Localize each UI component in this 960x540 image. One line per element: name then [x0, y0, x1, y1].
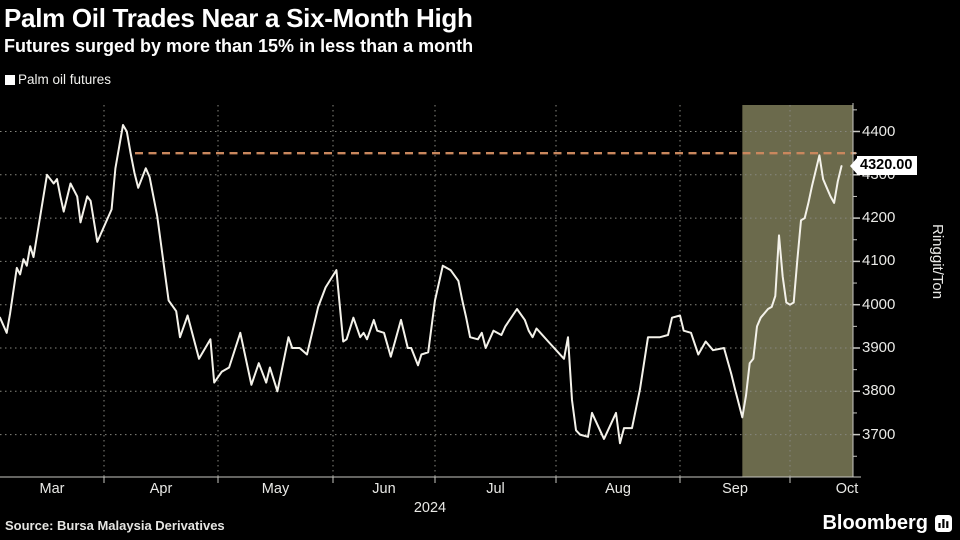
x-axis-tick-label: Oct: [835, 481, 859, 497]
y-axis-tick-label: 4400: [862, 122, 896, 140]
x-axis-tick-label: Sep: [722, 481, 748, 497]
bloomberg-logo: Bloomberg: [822, 512, 952, 535]
y-axis-tick-label: 4100: [862, 252, 896, 270]
y-axis-tick-label: 3800: [862, 382, 896, 400]
bloomberg-mark-icon: [935, 515, 952, 532]
x-axis-tick-label: May: [261, 481, 290, 497]
bloomberg-wordmark: Bloomberg: [822, 512, 928, 534]
y-axis-tick-label: 4000: [862, 295, 896, 313]
x-axis-tick-label: Apr: [149, 481, 173, 497]
page-subtitle: Futures surged by more than 15% in less …: [4, 36, 474, 56]
x-axis-year-label: 2024: [413, 500, 447, 516]
legend-square-icon: [5, 74, 15, 85]
legend: Palm oil futures: [5, 72, 111, 87]
x-axis-tick-label: Jun: [372, 481, 396, 497]
y-axis-tick-label: 3700: [862, 425, 896, 443]
x-axis-tick-label: Aug: [605, 481, 631, 497]
page-title: Palm Oil Trades Near a Six-Month High: [4, 3, 473, 33]
y-axis-title: Ringgit/Ton: [929, 224, 946, 300]
x-axis-tick-label: Mar: [39, 481, 65, 497]
last-price-label: 4320.00: [849, 156, 918, 176]
source-attribution: Source: Bursa Malaysia Derivatives: [5, 518, 225, 533]
y-axis-tick-label: 4200: [862, 209, 896, 227]
x-axis-tick-label: Jul: [486, 481, 505, 497]
y-axis-tick-label: 3900: [862, 339, 896, 356]
legend-series-label: Palm oil futures: [18, 72, 112, 87]
